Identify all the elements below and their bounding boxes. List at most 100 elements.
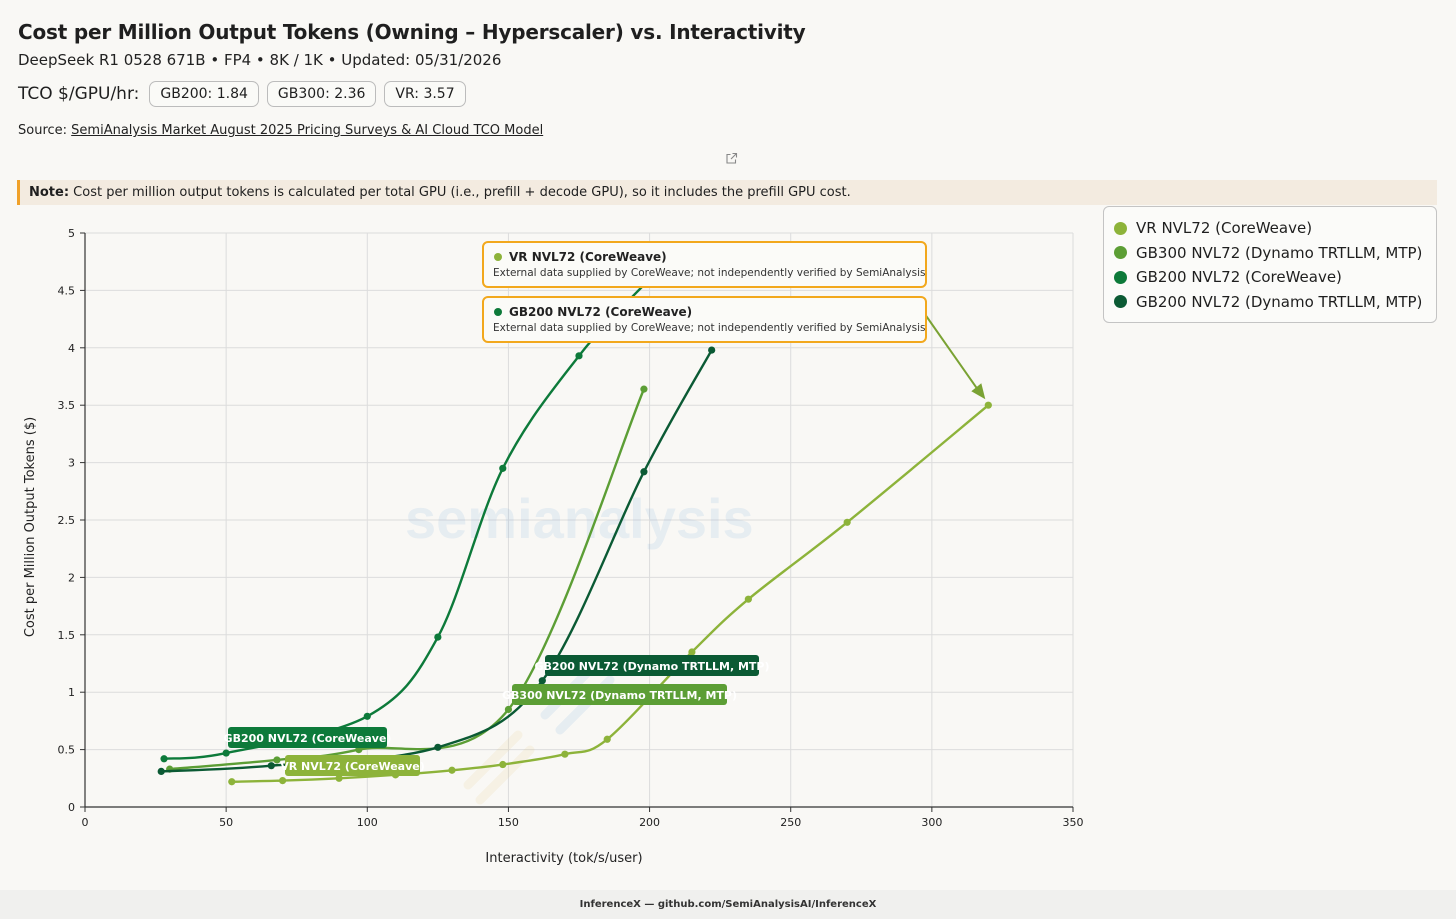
data-point	[538, 677, 546, 685]
legend-label: VR NVL72 (CoreWeave)	[1136, 219, 1313, 238]
callout-text: External data supplied by CoreWeave; not…	[493, 267, 925, 279]
note-label: Note:	[29, 185, 70, 200]
tco-row: TCO $/GPU/hr: GB200: 1.84 GB300: 2.36 VR…	[18, 80, 466, 108]
footer: InferenceX — github.com/SemiAnalysisAI/I…	[0, 890, 1456, 919]
callouts: VR NVL72 (CoreWeave) External data suppli…	[482, 241, 927, 343]
tco-pill-vr[interactable]: VR: 3.57	[384, 81, 466, 107]
tco-pill-gb200[interactable]: GB200: 1.84	[149, 81, 259, 107]
series-tag-label: GB200 NVL72 (CoreWeave)	[224, 732, 392, 745]
data-point	[640, 468, 648, 476]
callout-text: External data supplied by CoreWeave; not…	[493, 322, 925, 334]
page-title: Cost per Million Output Tokens (Owning –…	[18, 20, 806, 44]
data-point	[984, 401, 992, 409]
legend-item-vr-coreweave[interactable]: VR NVL72 (CoreWeave)	[1114, 216, 1436, 241]
series-labels: GB200 NVL72 (CoreWeave) VR NVL72 (CoreWea…	[224, 655, 770, 776]
legend-label: GB200 NVL72 (CoreWeave)	[1136, 268, 1342, 287]
external-link-icon[interactable]	[725, 152, 738, 165]
callout-arrow-head	[971, 383, 986, 400]
x-tick-label: 100	[357, 816, 378, 829]
y-tick-label: 3.5	[58, 399, 76, 412]
series-tag-bg	[285, 755, 420, 776]
callout-arrow	[921, 309, 982, 394]
data-point	[160, 755, 168, 763]
source-line: Source: SemiAnalysis Market August 2025 …	[18, 123, 543, 138]
legend-label: GB300 NVL72 (Dynamo TRTLLM, MTP)	[1136, 243, 1423, 262]
chart-legend: VR NVL72 (CoreWeave) GB300 NVL72 (Dynamo…	[1103, 206, 1437, 323]
y-tick-label: 5	[68, 227, 75, 240]
tco-pill-gb300[interactable]: GB300: 2.36	[266, 81, 377, 107]
callout-title: VR NVL72 (CoreWeave)	[509, 250, 667, 264]
data-point	[448, 766, 456, 774]
callout-dot	[494, 253, 502, 261]
y-tick-label: 0.5	[58, 744, 76, 757]
callout-title: GB200 NVL72 (CoreWeave)	[509, 305, 692, 319]
chart-series	[157, 275, 992, 786]
data-point	[434, 743, 442, 751]
data-point	[363, 712, 371, 720]
x-tick-label: 250	[780, 816, 801, 829]
x-tick-label: 50	[219, 816, 233, 829]
series-tag-label: GB200 NVL72 (Dynamo TRTLLM, MTP)	[535, 660, 770, 673]
data-point	[273, 756, 281, 764]
y-tick-label: 3	[68, 457, 75, 470]
legend-dot	[1114, 295, 1127, 309]
data-point	[499, 760, 507, 769]
callout-dot	[494, 308, 502, 316]
series-tag-bg	[545, 655, 759, 676]
y-tick-label: 0	[68, 801, 75, 814]
data-point	[499, 464, 507, 472]
y-tick-label: 2.5	[58, 514, 76, 527]
source-link[interactable]: SemiAnalysis Market August 2025 Pricing …	[71, 123, 544, 138]
data-point	[335, 774, 343, 782]
series-tag-bg	[228, 727, 387, 748]
legend-item-gb200-coreweave[interactable]: GB200 NVL72 (CoreWeave)	[1114, 265, 1436, 290]
data-point	[744, 595, 752, 603]
data-point	[640, 385, 648, 393]
data-point	[575, 352, 583, 360]
chart-axes: 0 50 100 150 200 250 300 350 0 0.5 1 1.5 2 2.5 3 3.5 4 4.…	[58, 227, 1084, 829]
source-prefix: Source:	[18, 123, 72, 138]
series-tag-label: VR NVL72 (CoreWeave)	[280, 760, 425, 773]
data-point	[843, 518, 851, 526]
callout-box	[482, 241, 927, 288]
watermark-text: semianalysis	[405, 487, 754, 550]
chart-page: Cost per Million Output Tokens (Owning –…	[17, 20, 1437, 866]
x-tick-label: 300	[921, 816, 942, 829]
data-point	[434, 633, 442, 641]
y-tick-label: 4	[68, 342, 75, 355]
data-point	[222, 749, 230, 757]
y-tick-label: 1	[68, 686, 75, 699]
data-point	[157, 767, 165, 776]
data-point	[279, 776, 287, 785]
data-point	[228, 778, 236, 786]
note-text: Cost per million output tokens is calcul…	[69, 185, 851, 200]
series-tag-label: GB300 NVL72 (Dynamo TRTLLM, MTP)	[502, 689, 737, 702]
data-point	[708, 346, 716, 354]
data-point	[267, 762, 275, 770]
x-tick-label: 350	[1063, 816, 1084, 829]
data-point	[504, 705, 513, 714]
data-point	[561, 750, 569, 758]
y-axis-label: Cost per Million Output Tokens ($)	[23, 417, 38, 637]
legend-item-gb200-dynamo[interactable]: GB200 NVL72 (Dynamo TRTLLM, MTP)	[1114, 290, 1436, 315]
x-tick-label: 0	[82, 816, 89, 829]
x-axis-label: Interactivity (tok/s/user)	[485, 851, 642, 866]
legend-label: GB200 NVL72 (Dynamo TRTLLM, MTP)	[1136, 292, 1423, 311]
data-point	[688, 648, 696, 656]
legend-dot	[1114, 246, 1127, 260]
legend-item-gb300-dynamo[interactable]: GB300 NVL72 (Dynamo TRTLLM, MTP)	[1114, 241, 1436, 266]
page-subtitle: DeepSeek R1 0528 671B • FP4 • 8K / 1K • …	[18, 51, 502, 69]
series-tag-bg	[512, 684, 727, 705]
note-banner: Note: Cost per million output tokens is …	[17, 180, 1437, 205]
y-tick-label: 4.5	[58, 284, 76, 297]
y-tick-label: 1.5	[58, 629, 76, 642]
x-tick-label: 200	[639, 816, 660, 829]
legend-dot	[1114, 221, 1127, 235]
x-tick-label: 150	[498, 816, 519, 829]
y-tick-label: 2	[68, 571, 75, 584]
series-line-1	[169, 388, 646, 771]
data-point	[603, 735, 611, 743]
callout-box	[482, 296, 927, 343]
chart-plot: semianalysis 0 50 100 150 200 250 300 350 0 0.5 1 1…	[23, 227, 1084, 866]
legend-dot	[1114, 270, 1127, 284]
